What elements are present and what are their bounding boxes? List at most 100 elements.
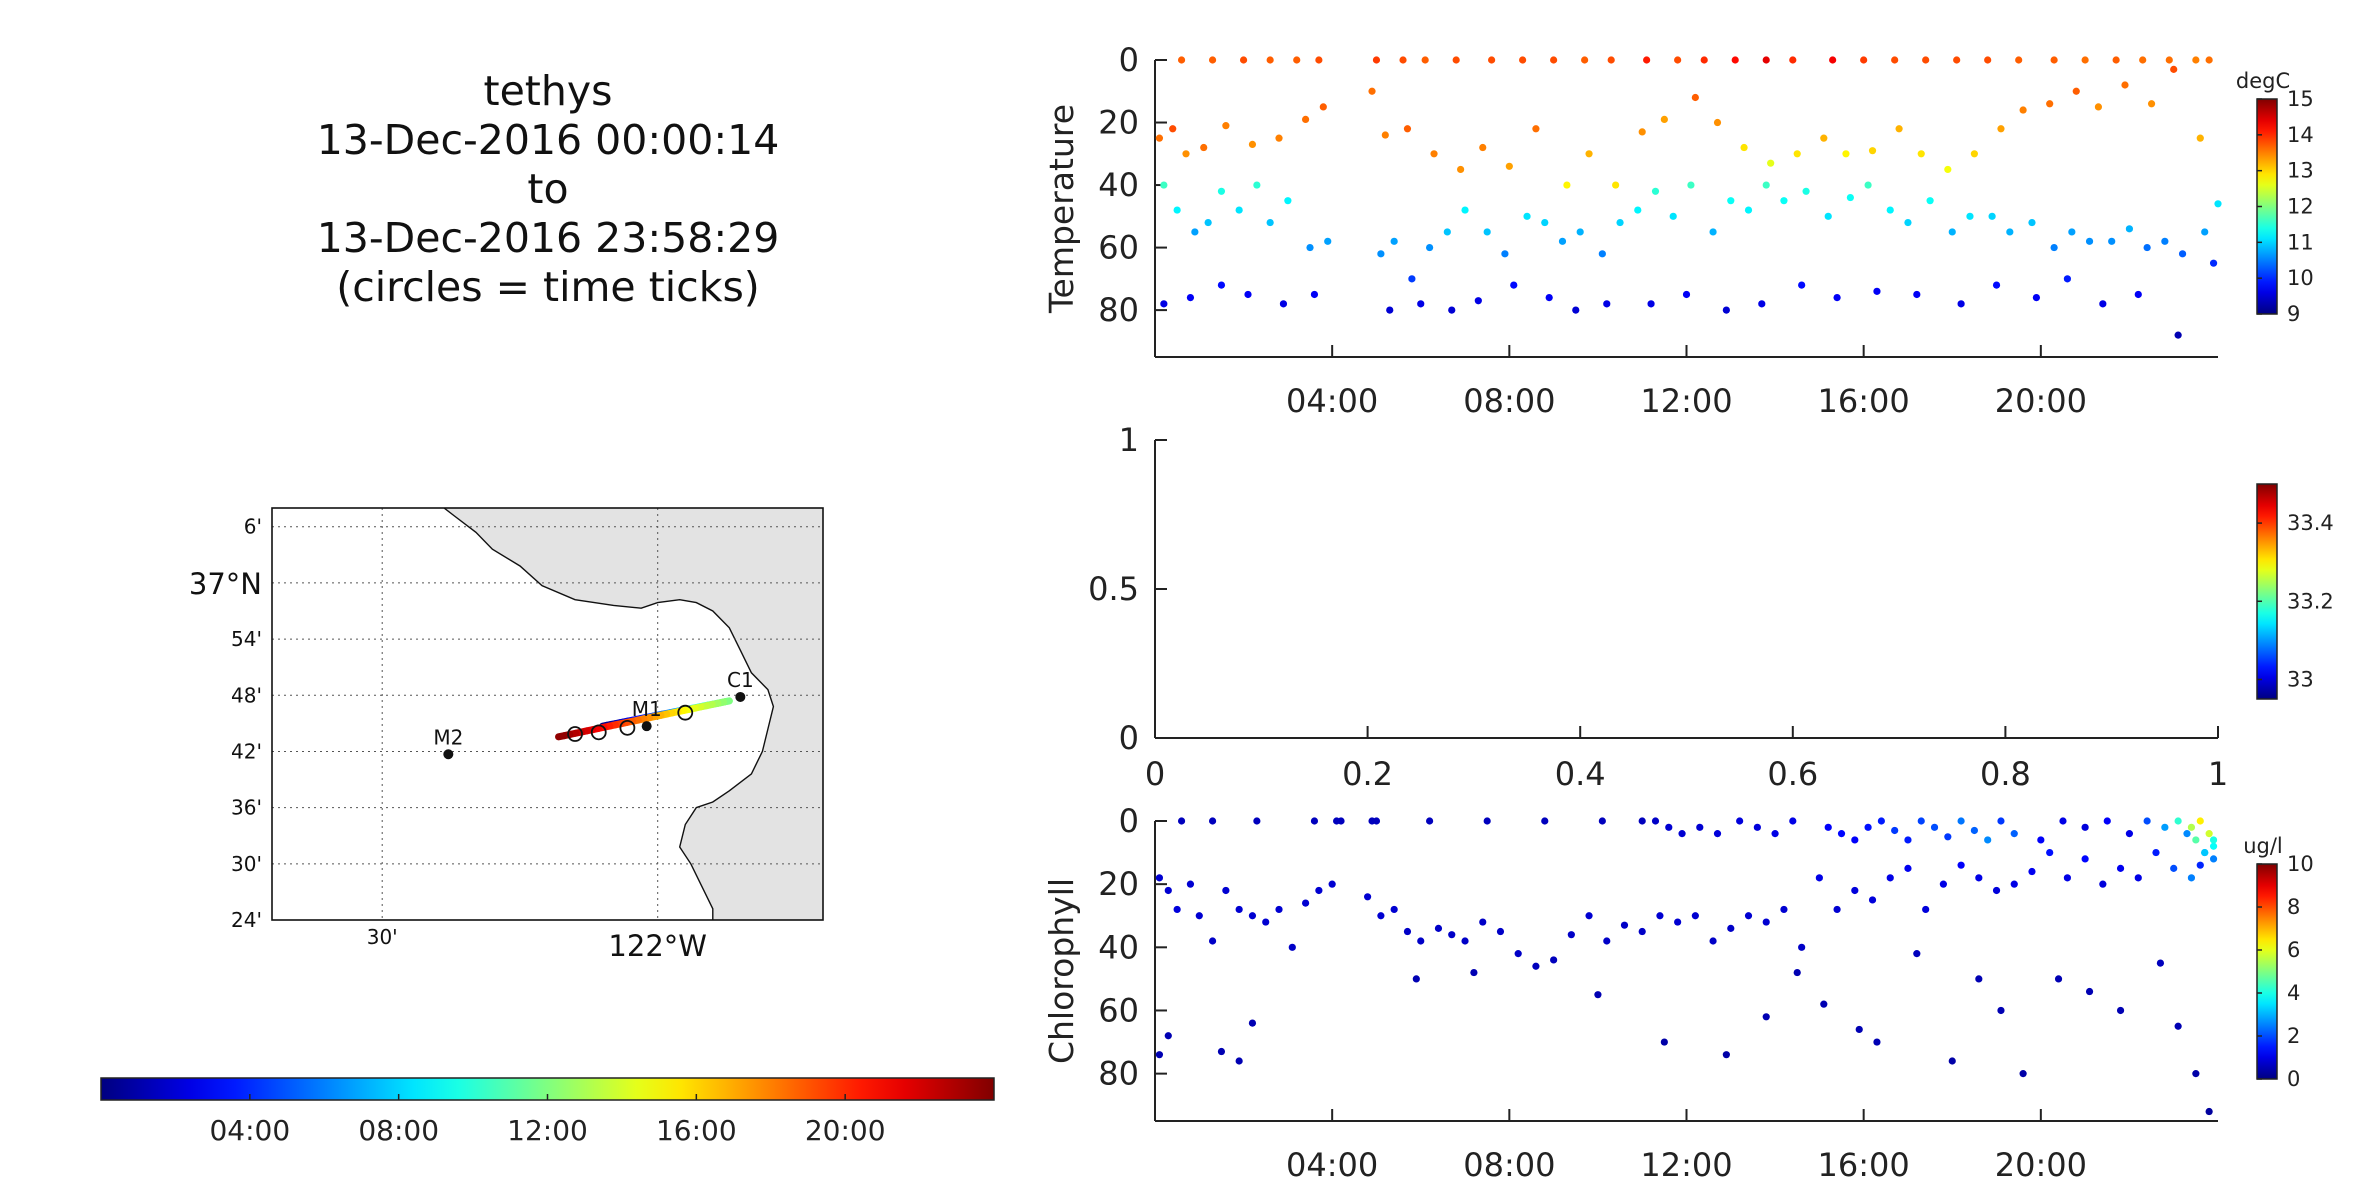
data-point bbox=[1930, 823, 1939, 831]
data-point bbox=[1585, 912, 1593, 920]
data-point bbox=[1922, 56, 1930, 64]
data-point bbox=[1864, 823, 1872, 831]
data-point bbox=[2209, 842, 2218, 850]
data-point bbox=[1913, 950, 1921, 958]
data-point bbox=[2209, 855, 2218, 863]
data-point bbox=[1310, 817, 1319, 825]
data-point bbox=[1970, 826, 1978, 835]
data-point bbox=[1886, 206, 1894, 214]
colorbar-tick-label: 6 bbox=[2287, 938, 2300, 962]
x-tick-label: 12:00 bbox=[1640, 1146, 1732, 1181]
data-point bbox=[1957, 817, 1965, 825]
data-point bbox=[1731, 56, 1739, 64]
colorbar-gradient bbox=[2256, 863, 2278, 1080]
data-point bbox=[1665, 823, 1673, 831]
data-point bbox=[1855, 1025, 1863, 1034]
data-point bbox=[1616, 218, 1624, 227]
data-point bbox=[2183, 830, 2191, 838]
data-point bbox=[2143, 817, 2151, 825]
data-point bbox=[1288, 943, 1296, 951]
time-tick-circle bbox=[677, 704, 694, 721]
data-point bbox=[1674, 56, 1682, 64]
data-point bbox=[2032, 294, 2041, 302]
colorbar-tick-label: 2 bbox=[2287, 1024, 2300, 1048]
title-line-4: 13-Dec-2016 23:58:29 bbox=[317, 214, 780, 262]
data-point bbox=[1222, 122, 1230, 130]
data-point bbox=[1736, 817, 1744, 825]
data-point bbox=[1864, 181, 1872, 189]
data-point bbox=[1235, 1057, 1243, 1065]
data-point bbox=[1939, 880, 1947, 888]
lat-tick-label: 37°N bbox=[189, 567, 262, 601]
data-point bbox=[1798, 281, 1806, 289]
data-point bbox=[1266, 218, 1274, 227]
data-point bbox=[2099, 300, 2107, 308]
data-point bbox=[1558, 237, 1567, 245]
data-point bbox=[1177, 56, 1186, 64]
y-tick-label: 20 bbox=[1098, 865, 1139, 903]
data-point bbox=[2081, 823, 2089, 831]
data-point bbox=[1155, 134, 1164, 142]
data-point bbox=[2134, 874, 2142, 882]
data-point bbox=[2081, 56, 2089, 64]
data-point bbox=[1638, 128, 1646, 136]
data-point bbox=[2147, 100, 2156, 108]
data-point bbox=[1235, 206, 1243, 214]
data-point bbox=[1891, 826, 1899, 835]
data-point bbox=[1674, 918, 1682, 926]
data-point bbox=[1417, 300, 1425, 308]
data-point bbox=[2050, 56, 2058, 64]
data-point bbox=[2196, 134, 2204, 142]
data-point bbox=[1873, 1038, 1881, 1046]
data-point bbox=[1904, 836, 1912, 844]
data-point bbox=[1457, 165, 1465, 174]
data-point bbox=[2112, 56, 2120, 64]
data-point bbox=[2174, 331, 2182, 339]
x-tick-label: 04:00 bbox=[1286, 1146, 1378, 1181]
data-point bbox=[2085, 987, 2094, 996]
colorbar-tick-label: 33.4 bbox=[2287, 511, 2334, 535]
x-tick-label: 20:00 bbox=[1995, 382, 2087, 420]
data-point bbox=[1248, 1019, 1257, 1027]
map-frame bbox=[271, 507, 824, 921]
lat-tick-label: 36' bbox=[231, 796, 262, 820]
data-point bbox=[1851, 836, 1859, 844]
data-point bbox=[1160, 300, 1168, 308]
data-point bbox=[1984, 56, 1992, 64]
data-point bbox=[1837, 830, 1846, 838]
data-point bbox=[1975, 874, 1983, 882]
title-line-1: tethys bbox=[484, 67, 613, 115]
data-point bbox=[1988, 212, 1996, 220]
station-marker bbox=[735, 691, 746, 702]
time-tick-circle bbox=[567, 726, 583, 742]
data-point bbox=[1324, 237, 1332, 245]
data-point bbox=[1310, 290, 1319, 299]
data-point bbox=[1550, 56, 1558, 64]
data-point bbox=[1992, 886, 2001, 895]
data-point bbox=[2196, 817, 2204, 825]
data-point bbox=[1603, 937, 1611, 945]
data-point bbox=[1523, 212, 1531, 220]
data-point bbox=[2103, 817, 2111, 825]
x-tick-label: 20:00 bbox=[1995, 1146, 2087, 1181]
y-tick-label: 0 bbox=[1119, 802, 1139, 840]
data-point bbox=[1722, 1051, 1730, 1059]
data-point bbox=[1722, 306, 1730, 314]
data-point bbox=[2081, 855, 2089, 863]
data-point bbox=[1328, 880, 1336, 888]
data-point bbox=[1541, 218, 1549, 227]
data-point bbox=[2205, 830, 2213, 838]
data-point bbox=[1598, 250, 1606, 258]
data-point bbox=[2187, 874, 2196, 882]
data-point bbox=[1984, 836, 1992, 844]
data-point bbox=[2209, 259, 2218, 267]
time-colorbar-tick-label: 04:00 bbox=[209, 1114, 290, 1147]
data-point bbox=[1426, 243, 1434, 252]
data-point bbox=[1917, 817, 1925, 825]
colorbar-label: ug/l bbox=[2243, 834, 2283, 858]
data-point bbox=[1479, 918, 1487, 926]
data-point bbox=[1164, 1032, 1172, 1040]
title-line-3: to bbox=[527, 165, 568, 213]
data-point bbox=[1696, 823, 1704, 831]
data-point bbox=[1780, 197, 1788, 205]
